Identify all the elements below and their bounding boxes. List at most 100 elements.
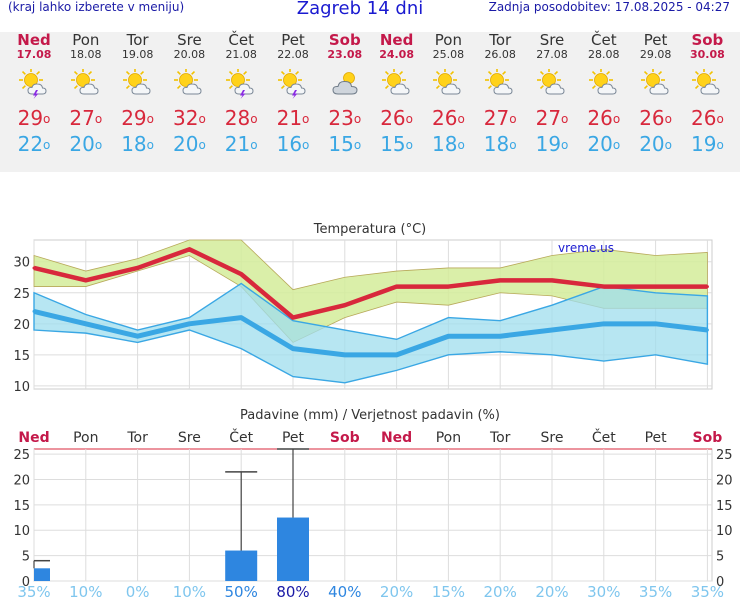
sun-cloud-icon — [630, 61, 682, 105]
min-temp-line — [33, 308, 708, 358]
day-date: 22.08 — [277, 48, 309, 61]
precipitation-probability: 35% — [691, 583, 724, 600]
precipitation-bar — [34, 568, 50, 581]
precipitation-probability: 20% — [484, 583, 517, 600]
cloud-sun-icon — [319, 61, 371, 105]
day-column: Tor 26.08 27o 18o — [474, 32, 526, 157]
max-temp-point — [602, 285, 606, 289]
day-column: Čet 21.08 28o 21o — [215, 32, 267, 157]
min-temp-point — [187, 322, 191, 326]
min-temp: 20o — [639, 132, 672, 156]
min-temp-range-band — [33, 282, 709, 384]
precipitation-probability: 35% — [639, 583, 672, 600]
precipitation-probability: 20% — [535, 583, 568, 600]
max-temp: 23o — [328, 106, 362, 130]
min-temp-point — [343, 353, 347, 357]
sun-cloud-icon — [60, 61, 112, 105]
day-date: 20.08 — [173, 48, 206, 61]
temperature-y-tick: 10 — [13, 380, 30, 395]
day-column: Sre 20.08 32o 20o — [163, 32, 215, 157]
day-date: 25.08 — [432, 48, 465, 61]
precipitation-probability: 0% — [126, 583, 150, 600]
max-temp-point — [498, 278, 502, 282]
precipitation-day-label: Tor — [489, 430, 511, 446]
precipitation-y-tick-right: 25 — [716, 448, 733, 463]
sun-cloud-storm-icon — [215, 61, 267, 105]
max-temp: 27o — [535, 106, 569, 130]
min-temp-point — [446, 334, 450, 338]
max-temp: 32o — [172, 106, 206, 130]
max-temp: 26o — [380, 106, 413, 130]
precipitation-probability: 80% — [276, 583, 309, 600]
sun-cloud-icon — [112, 61, 164, 105]
day-name: Pet — [281, 31, 305, 49]
min-temp: 21o — [224, 132, 258, 156]
precipitation-probability: 50% — [225, 583, 258, 600]
day-name: Sre — [177, 31, 202, 49]
min-temp-point — [84, 322, 88, 326]
sun-cloud-storm-icon — [8, 61, 60, 105]
day-column: Sob 30.08 26o 19o — [681, 32, 733, 157]
day-column: Sob 23.08 23o 15o — [319, 32, 371, 157]
max-temp: 26o — [431, 106, 465, 130]
day-column: Pet 22.08 21o 16o — [267, 32, 319, 157]
precipitation-y-tick-left: 20 — [13, 473, 30, 488]
sun-cloud-icon — [578, 61, 630, 105]
day-date: 30.08 — [689, 48, 725, 61]
precipitation-day-label: Ned — [381, 430, 412, 446]
precipitation-probability: 20% — [380, 583, 413, 600]
min-temp: 22o — [17, 132, 51, 156]
menu-hint: (kraj lahko izberete v meniju) — [8, 0, 185, 14]
min-temp-point — [602, 322, 606, 326]
forecast-charts: Temperatura (°C) 10 15 20 25 30 vreme.us Padavi… — [13, 222, 733, 600]
max-temp: 27o — [483, 106, 517, 130]
day-column: Pon 18.08 27o 20o — [60, 32, 112, 157]
max-temp-line — [33, 247, 708, 320]
sun-cloud-icon — [474, 61, 526, 105]
max-temp-point — [705, 285, 709, 289]
max-temp-point — [136, 266, 140, 270]
day-name: Sob — [328, 31, 361, 49]
sun-cloud-icon — [163, 61, 215, 105]
day-name: Tor — [126, 31, 149, 49]
day-name: Pet — [643, 31, 668, 49]
day-date: 21.08 — [225, 48, 257, 61]
temperature-y-tick: 15 — [13, 349, 30, 364]
min-temp: 19o — [535, 132, 569, 156]
min-temp: 20o — [172, 132, 206, 156]
sun-cloud-storm-icon — [267, 61, 319, 105]
max-temp: 29o — [121, 106, 154, 130]
max-temp-point — [395, 285, 399, 289]
min-temp: 18o — [483, 132, 517, 156]
precipitation-y-tick-left: 15 — [13, 499, 30, 514]
day-column: Pet 29.08 26o 20o — [630, 32, 682, 157]
min-temp: 18o — [431, 132, 465, 156]
precipitation-day-label: Pon — [73, 430, 98, 446]
temperature-y-tick: 30 — [13, 256, 30, 271]
temperature-y-tick: 20 — [13, 318, 30, 333]
max-temp: 26o — [587, 106, 621, 130]
day-name: Sre — [539, 31, 565, 49]
precipitation-probability: 10% — [173, 583, 206, 600]
precipitation-y-tick-right: 0 — [716, 575, 724, 590]
day-date: 29.08 — [639, 48, 672, 61]
day-name: Pon — [72, 31, 100, 49]
day-column: Ned 24.08 26o 15o — [371, 32, 423, 157]
precipitation-day-label: Pet — [645, 430, 668, 446]
max-temp: 26o — [690, 106, 724, 130]
min-temp: 15o — [328, 132, 362, 156]
precipitation-probability: 40% — [328, 583, 361, 600]
min-temp: 18o — [121, 132, 154, 156]
min-temp-point — [136, 334, 140, 338]
precipitation-day-label: Tor — [126, 430, 148, 446]
min-temp-point — [654, 322, 658, 326]
day-column: Pon 25.08 26o 18o — [422, 32, 474, 157]
day-name: Čet — [228, 31, 254, 49]
max-temp-point — [187, 247, 191, 251]
max-temp-point — [32, 266, 36, 270]
precipitation-bar — [277, 517, 309, 581]
max-temp-point — [84, 278, 88, 282]
precipitation-day-label: Pon — [436, 430, 461, 446]
day-column: Sre 27.08 27o 19o — [526, 32, 578, 157]
min-temp-point — [550, 328, 554, 332]
